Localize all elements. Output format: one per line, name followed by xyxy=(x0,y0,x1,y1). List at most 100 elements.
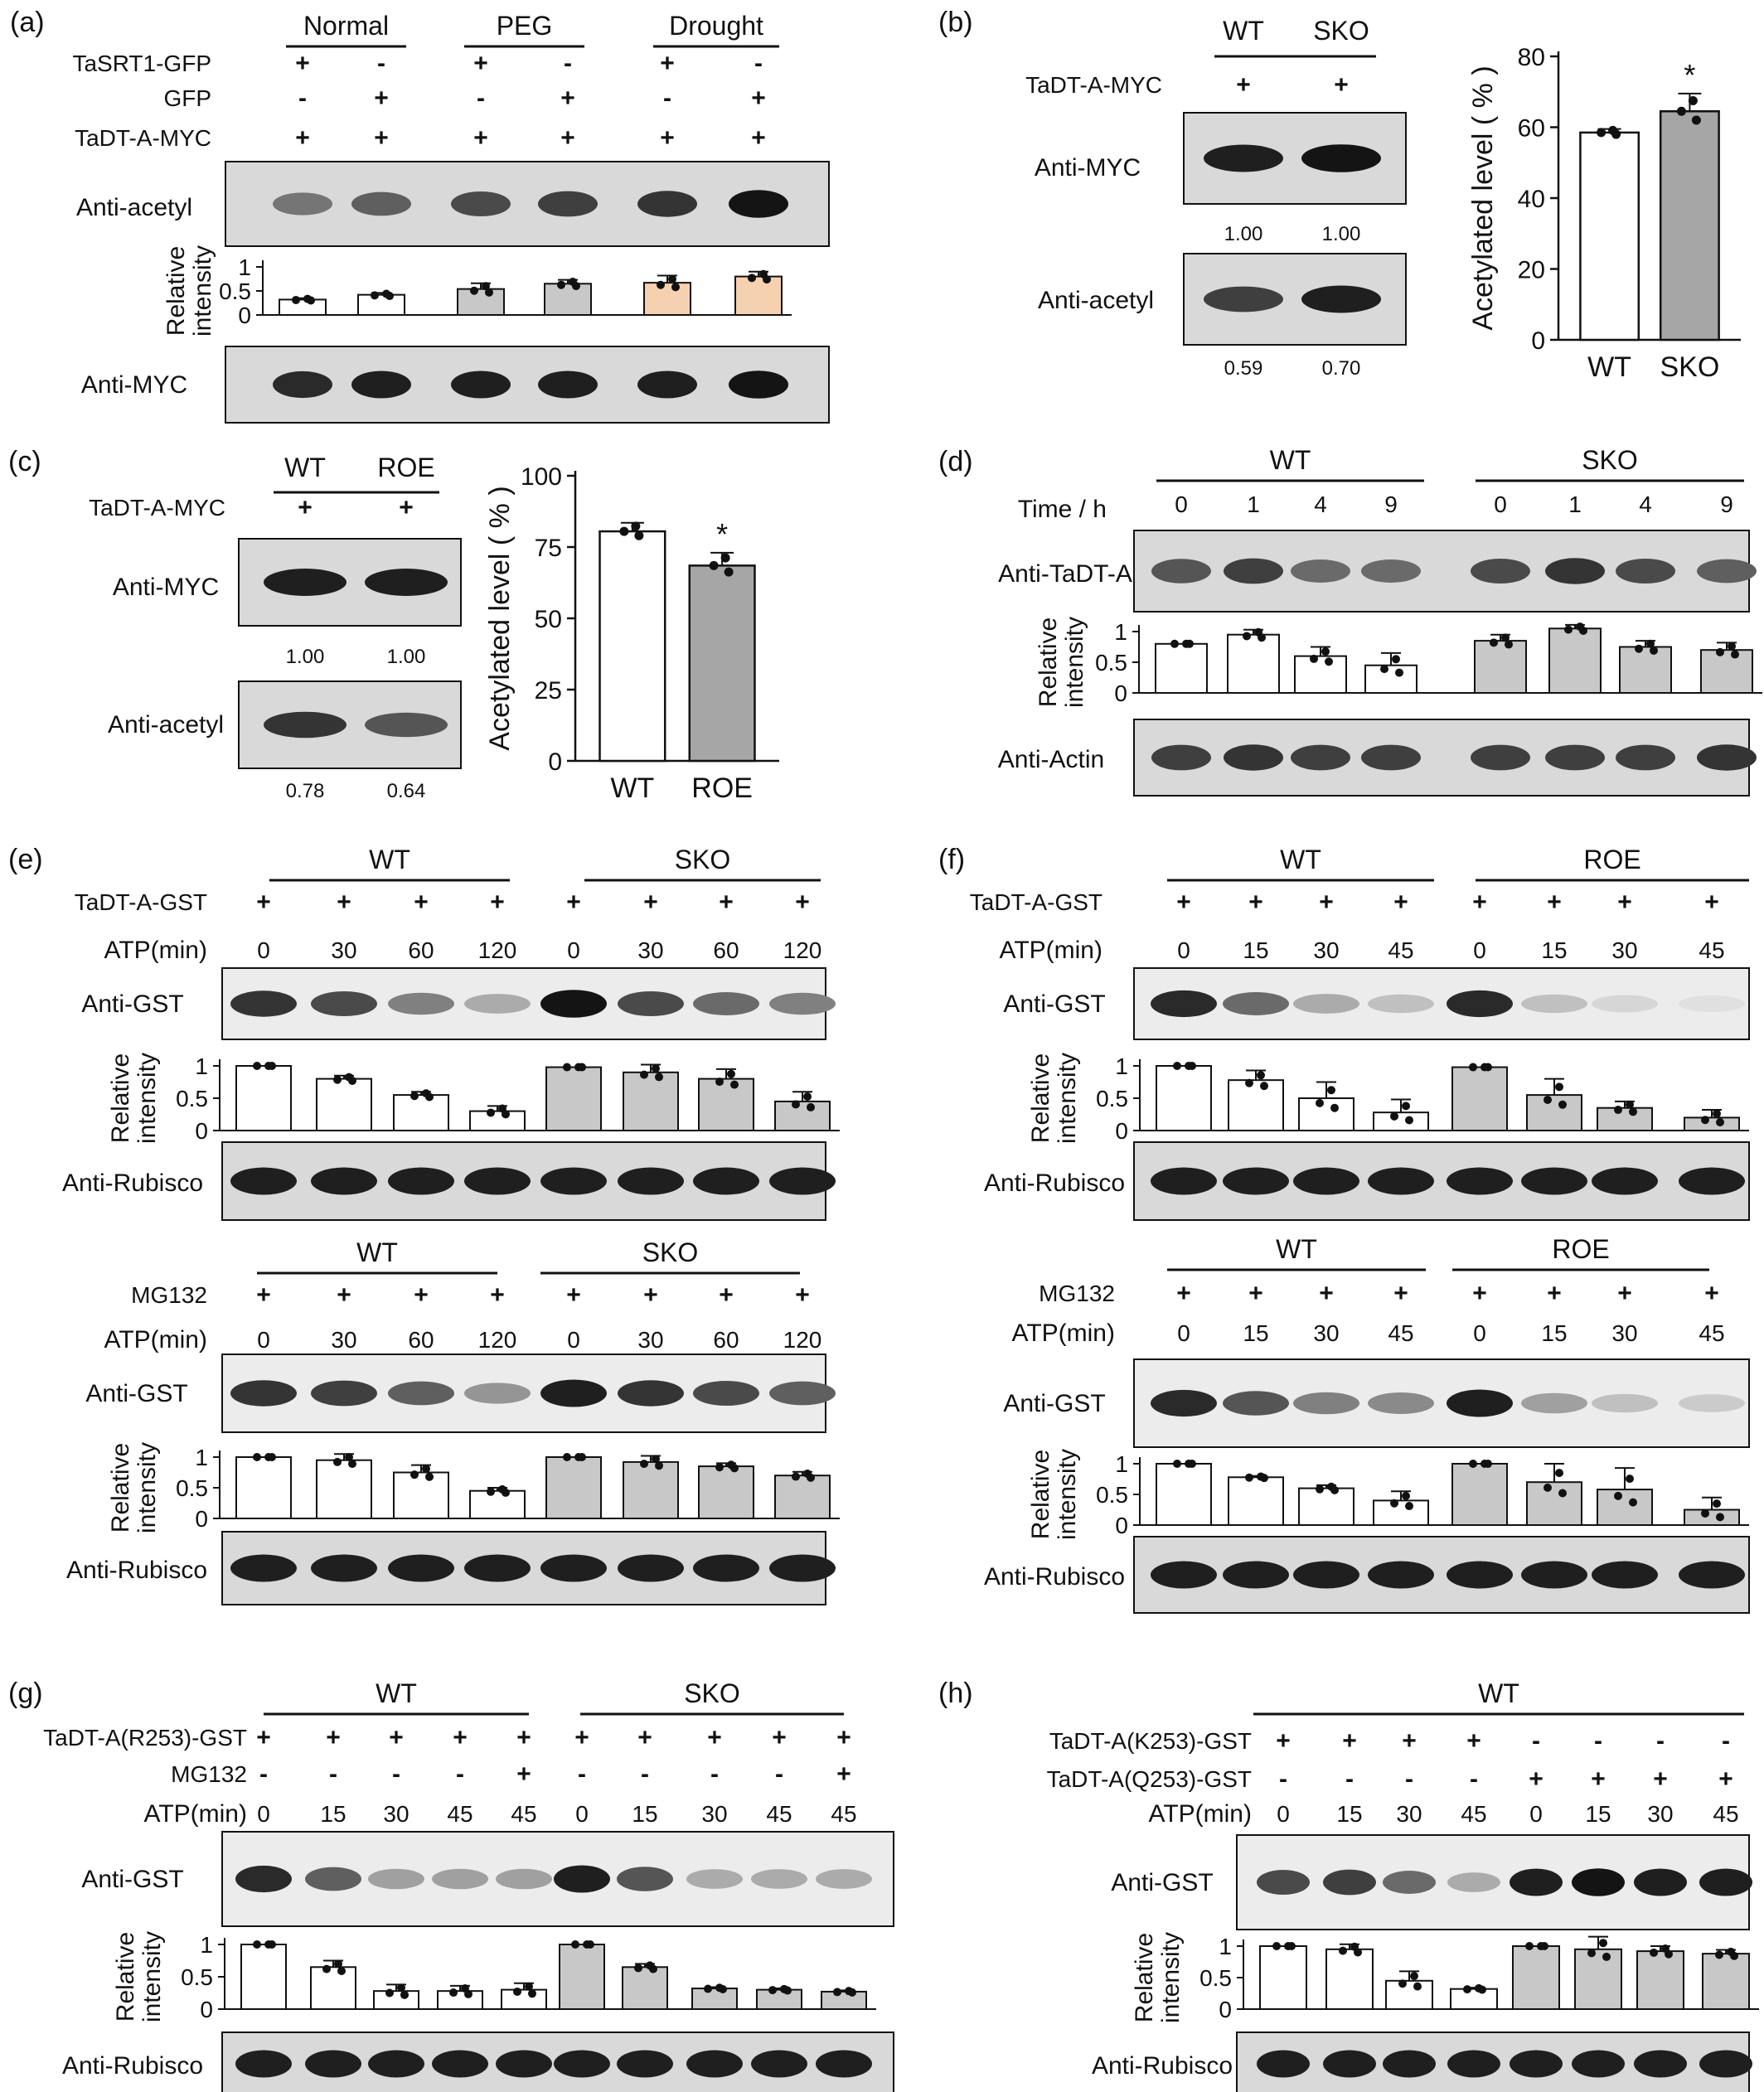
atp-value: 15 xyxy=(1243,1320,1268,1346)
band xyxy=(388,1381,454,1406)
data-point xyxy=(586,1940,594,1949)
atp-value: 45 xyxy=(1388,937,1413,963)
atp-value: 30 xyxy=(637,937,663,963)
bar xyxy=(1298,1097,1354,1131)
y-tick-label: 0.5 xyxy=(1095,650,1127,676)
data-point xyxy=(502,1110,510,1119)
sign: + xyxy=(516,1760,531,1788)
sign: + xyxy=(1653,1765,1668,1793)
row-label: TaDT-A(K253)-GST xyxy=(1049,1728,1252,1754)
time-label: 1 xyxy=(1568,492,1582,517)
band xyxy=(311,1554,377,1582)
band xyxy=(1521,1167,1587,1195)
data-point xyxy=(410,1470,419,1479)
band xyxy=(729,370,788,399)
data-point xyxy=(1469,1460,1477,1468)
sign: + xyxy=(795,1281,810,1309)
band xyxy=(1368,1561,1434,1589)
band xyxy=(1223,992,1289,1015)
band xyxy=(769,1167,836,1195)
data-point xyxy=(1713,1109,1721,1118)
data-point xyxy=(763,275,771,284)
sign: + xyxy=(256,889,271,916)
relative-intensity-chart: 1 0.5 0 Relative intensity xyxy=(1131,1932,1759,2023)
bar xyxy=(623,1460,679,1520)
bar xyxy=(698,1465,754,1519)
atp-value: 120 xyxy=(478,1327,517,1353)
band xyxy=(1368,994,1434,1014)
y-tick-label: 0.5 xyxy=(1096,1482,1128,1508)
bar xyxy=(1526,1094,1582,1131)
sign: + xyxy=(707,1724,722,1751)
sign: - xyxy=(1345,1765,1354,1793)
quant-value: 1.00 xyxy=(387,646,426,668)
y-tick-label: 1 xyxy=(195,1445,208,1470)
data-point xyxy=(1188,1460,1196,1468)
blot-anti-acetyl xyxy=(225,161,830,247)
atp-value: 30 xyxy=(331,937,356,963)
group-label: SKO xyxy=(684,1678,740,1708)
row-label: MG132 xyxy=(1039,1281,1115,1306)
data-point xyxy=(397,1983,405,1993)
data-point xyxy=(715,1463,724,1472)
sign: + xyxy=(1248,1280,1263,1307)
bar xyxy=(1294,655,1347,694)
blot-label: Anti-acetyl xyxy=(1038,287,1154,314)
sign: + xyxy=(298,494,313,521)
band xyxy=(1572,1868,1625,1896)
data-point xyxy=(792,1100,800,1109)
atp-value: 60 xyxy=(713,937,739,963)
data-point xyxy=(1629,1498,1637,1507)
band xyxy=(432,1868,488,1890)
band xyxy=(618,1167,684,1195)
sign: - xyxy=(298,85,307,112)
data-point xyxy=(525,1982,533,1991)
y-tick-label: 0.5 xyxy=(176,1475,208,1501)
bar xyxy=(501,1988,547,2011)
sign: + xyxy=(795,889,810,916)
blot-label: Anti-Rubisco xyxy=(984,1169,1125,1197)
band xyxy=(1592,995,1658,1013)
y-axis-label: intensity xyxy=(133,1053,161,1144)
band xyxy=(769,1381,836,1406)
y-tick-label: 60 xyxy=(1518,115,1545,143)
sign: + xyxy=(751,124,766,152)
relative-intensity-chart: 1 0.5 0 Relative intensity xyxy=(1027,1053,1749,1144)
data-point xyxy=(655,1073,663,1082)
data-point xyxy=(634,1964,642,1973)
data-point xyxy=(1321,647,1330,656)
data-point xyxy=(485,288,493,297)
blot-label: Anti-Actin xyxy=(998,746,1104,773)
y-tick-label: 75 xyxy=(535,535,562,562)
band xyxy=(1361,744,1421,771)
sign: + xyxy=(566,889,581,916)
data-point xyxy=(253,1453,261,1461)
sign: - xyxy=(578,1760,586,1788)
band xyxy=(1447,1561,1513,1589)
band xyxy=(1447,1389,1513,1417)
y-axis-label: Relative xyxy=(1035,617,1062,707)
row-label: MG132 xyxy=(131,1282,207,1308)
band xyxy=(388,992,454,1015)
data-point xyxy=(730,1464,739,1473)
data-point xyxy=(1701,1116,1709,1125)
group-label: WT xyxy=(284,453,326,482)
atp-value: 45 xyxy=(1713,1801,1738,1827)
atp-value: 45 xyxy=(1461,1801,1486,1827)
data-point xyxy=(513,1987,521,1996)
y-tick-label: 0 xyxy=(1219,1997,1232,2022)
sign: - xyxy=(259,1760,268,1788)
data-point xyxy=(719,1984,727,1993)
panel-e2: WT SKO MG132 + + + + + + + + ATP(min) 0 30 60 120 0 30 60 1… xyxy=(66,1237,840,1605)
blot-anti-myc xyxy=(225,346,830,424)
band xyxy=(230,990,297,1017)
data-point xyxy=(563,1453,571,1461)
blot-label: Anti-acetyl xyxy=(76,194,192,221)
data-point xyxy=(1390,1111,1398,1121)
panel-e: (e) WT SKO TaDT-A-GST + + + + + + + + ATP(min) 0 30 60 1… xyxy=(8,844,840,1221)
band xyxy=(1471,558,1530,584)
data-point xyxy=(348,1076,356,1085)
data-point xyxy=(652,1064,660,1073)
data-point xyxy=(1188,1062,1196,1070)
